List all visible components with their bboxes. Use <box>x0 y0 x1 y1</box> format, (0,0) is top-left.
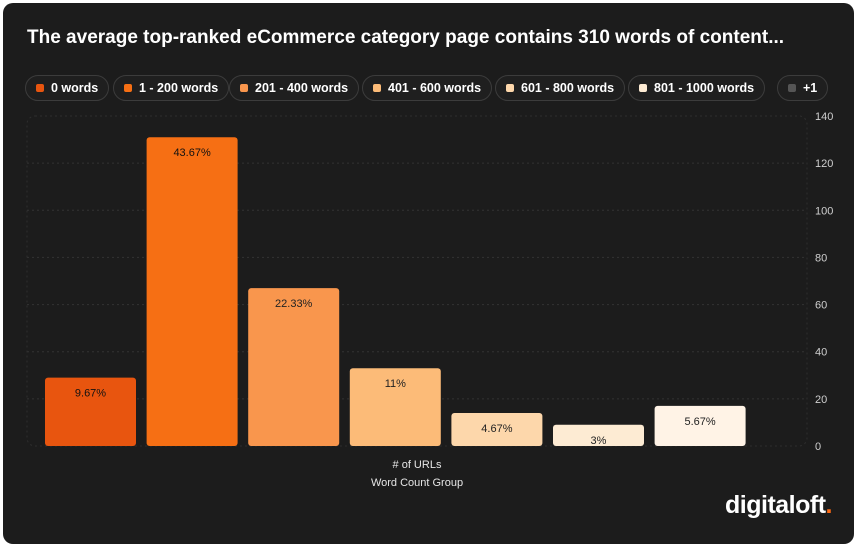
bar <box>349 368 441 446</box>
legend-label: 1 - 200 words <box>139 81 219 95</box>
plot-frame <box>26 115 808 447</box>
logo-text: digitaloft <box>725 491 826 519</box>
legend-label: 401 - 600 words <box>388 81 482 95</box>
y-tick-label: 20 <box>815 394 827 406</box>
legend-item[interactable]: 801 - 1000 words <box>628 75 766 101</box>
legend-item[interactable]: 601 - 800 words <box>495 75 626 101</box>
legend-label: +1 <box>803 81 818 95</box>
y-tick-label: 100 <box>815 205 833 217</box>
bar-chart: 0 20 40 60 80 100 120 140 9.67% 43.67% 22.33% 11% 4.… <box>26 111 833 489</box>
digitaloft-logo: digitaloft. <box>725 491 833 520</box>
legend-item[interactable]: 0 words <box>25 75 110 101</box>
legend-label: 801 - 1000 words <box>654 81 755 95</box>
bar-data-label: 5.67% <box>684 416 715 428</box>
bar-data-label: 4.67% <box>481 423 512 435</box>
y-tick-label: 40 <box>815 347 827 359</box>
y-tick-label: 120 <box>815 158 833 170</box>
bar-data-label: 3% <box>591 435 607 447</box>
legend-label: 601 - 800 words <box>521 81 615 95</box>
chart-title: The average top-ranked eCommerce categor… <box>27 27 785 48</box>
bar <box>451 413 543 446</box>
y-tick-label: 80 <box>815 252 827 264</box>
legend-swatch <box>124 84 132 92</box>
legend-swatch <box>373 84 381 92</box>
bar-data-label: 9.67% <box>75 388 106 400</box>
bar <box>146 137 238 446</box>
legend-label: 201 - 400 words <box>255 81 349 95</box>
legend-item[interactable]: +1 <box>777 75 829 101</box>
bar <box>248 288 340 446</box>
y-tick-label: 140 <box>815 111 833 123</box>
y-axis-label: # of URLs <box>393 459 442 471</box>
legend-label: 0 words <box>51 81 99 95</box>
bar-data-label: 43.67% <box>173 147 211 159</box>
bar-data-label: 22.33% <box>275 298 313 310</box>
y-tick-label: 0 <box>815 441 821 453</box>
legend-item[interactable]: 401 - 600 words <box>362 75 493 101</box>
bar <box>553 424 644 446</box>
legend-item[interactable]: 201 - 400 words <box>229 75 360 101</box>
legend-swatch <box>639 84 647 92</box>
bar <box>45 377 136 446</box>
legend-swatch <box>788 84 796 92</box>
legend-swatch <box>240 84 248 92</box>
legend-swatch <box>506 84 514 92</box>
bar-data-label: 11% <box>385 378 406 390</box>
legend-item[interactable]: 1 - 200 words <box>113 75 230 101</box>
bar <box>654 405 746 446</box>
x-axis-label: Word Count Group <box>371 477 463 489</box>
y-tick-label: 60 <box>815 300 827 312</box>
chart-card: The average top-ranked eCommerce categor… <box>3 3 854 544</box>
logo-dot: . <box>825 491 833 519</box>
legend-swatch <box>36 84 44 92</box>
